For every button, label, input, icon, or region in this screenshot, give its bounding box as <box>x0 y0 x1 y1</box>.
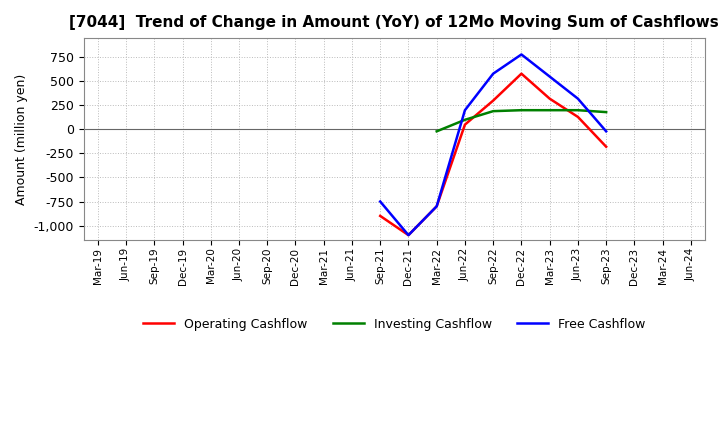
Operating Cashflow <box>574 114 582 120</box>
Operating Cashflow <box>489 98 498 103</box>
Operating Cashflow <box>517 71 526 76</box>
Free Cashflow <box>404 232 413 238</box>
Line: Free Cashflow: Free Cashflow <box>380 55 606 235</box>
Free Cashflow <box>376 199 384 204</box>
Operating Cashflow <box>376 213 384 219</box>
Investing Cashflow <box>517 107 526 113</box>
Legend: Operating Cashflow, Investing Cashflow, Free Cashflow: Operating Cashflow, Investing Cashflow, … <box>138 313 651 336</box>
Investing Cashflow <box>602 110 611 115</box>
Y-axis label: Amount (million yen): Amount (million yen) <box>15 73 28 205</box>
Investing Cashflow <box>461 117 469 122</box>
Operating Cashflow <box>433 204 441 209</box>
Investing Cashflow <box>489 109 498 114</box>
Line: Operating Cashflow: Operating Cashflow <box>380 73 606 235</box>
Operating Cashflow <box>602 144 611 149</box>
Investing Cashflow <box>574 107 582 113</box>
Free Cashflow <box>602 128 611 134</box>
Free Cashflow <box>461 107 469 113</box>
Operating Cashflow <box>404 232 413 238</box>
Free Cashflow <box>433 204 441 209</box>
Operating Cashflow <box>461 122 469 127</box>
Line: Investing Cashflow: Investing Cashflow <box>437 110 606 131</box>
Investing Cashflow <box>545 107 554 113</box>
Free Cashflow <box>517 52 526 57</box>
Free Cashflow <box>545 74 554 79</box>
Title: [7044]  Trend of Change in Amount (YoY) of 12Mo Moving Sum of Cashflows: [7044] Trend of Change in Amount (YoY) o… <box>69 15 719 30</box>
Free Cashflow <box>574 96 582 101</box>
Operating Cashflow <box>545 96 554 101</box>
Free Cashflow <box>489 71 498 76</box>
Investing Cashflow <box>433 128 441 134</box>
